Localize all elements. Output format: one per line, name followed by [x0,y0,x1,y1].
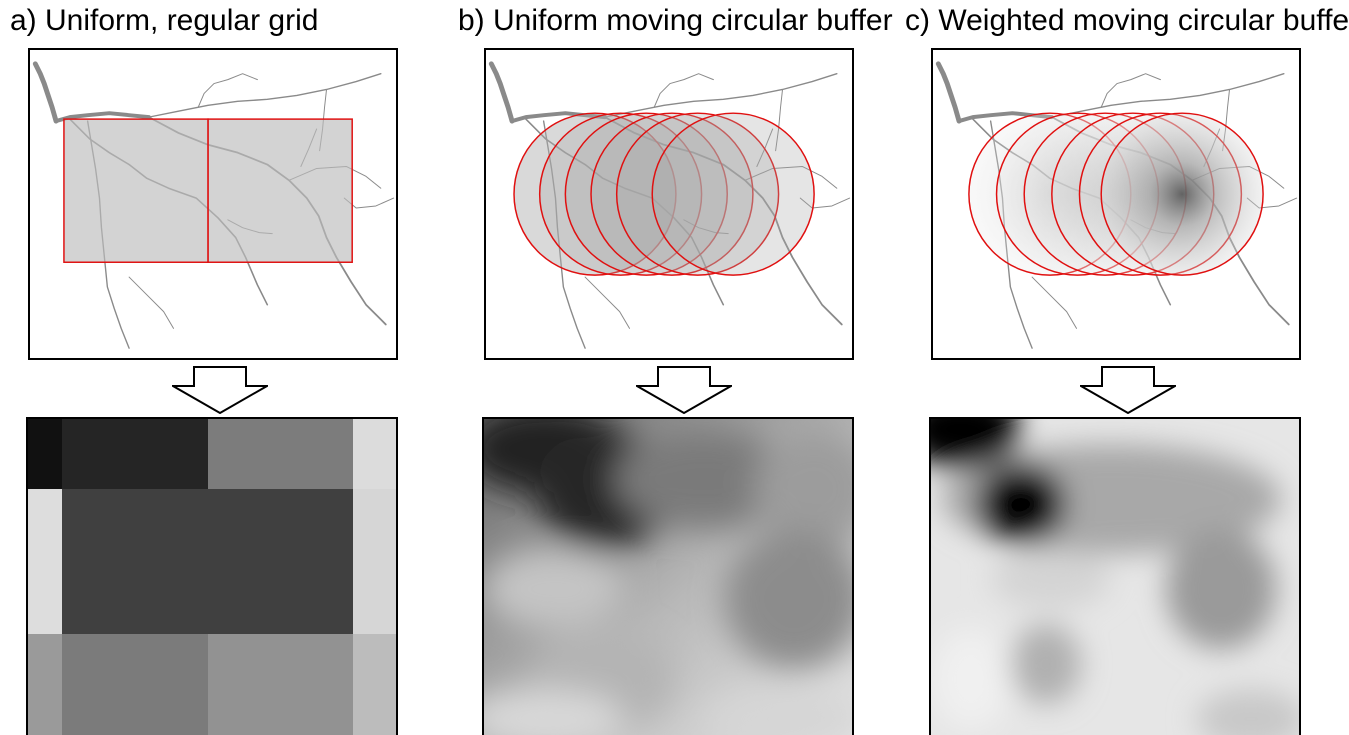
grid-cell-right [207,118,353,263]
density-surface [484,419,852,735]
weighted-buffer-circles [968,112,1264,276]
panel-b-title: b) Uniform moving circular buffer [458,4,893,37]
panel-c-result [929,417,1301,735]
grid-result-cell [353,634,396,735]
panel-c-title: c) Weighted moving circular buffer [905,4,1349,37]
grid-result-cell [62,419,208,489]
buffer-circle [538,112,703,276]
grid-result-cell [353,489,396,634]
grid-result-cell [28,634,62,735]
panel-a-map [28,48,398,360]
panel-b-map [484,48,854,360]
panel-a-result [26,417,398,735]
grid-result-cell [208,489,353,634]
buffer-circle [615,112,780,276]
buffer-circle [564,112,728,276]
panel-c-map [931,48,1301,360]
regular-grid-cells [63,118,353,263]
down-arrow-icon [172,366,268,414]
grid-result-cell [208,634,353,735]
density-surface [931,419,1299,735]
down-arrow-icon [636,366,732,414]
buffer-circle-weighted [1100,112,1264,276]
buffer-circle [590,112,754,276]
grid-result-cell [62,489,208,634]
grid-result-cell [62,634,208,735]
down-arrow-icon [1080,366,1176,414]
grid-result-cell [28,489,62,634]
grid-result-cell [208,419,353,489]
panel-b-result [482,417,854,735]
panel-a-title: a) Uniform, regular grid [10,4,319,37]
grid-cell-left [63,118,209,263]
grid-result-cell [28,419,62,489]
buffer-circle [513,112,677,276]
grid-result-cell [353,419,396,489]
uniform-buffer-circles [513,112,815,276]
buffer-circle [651,112,815,276]
